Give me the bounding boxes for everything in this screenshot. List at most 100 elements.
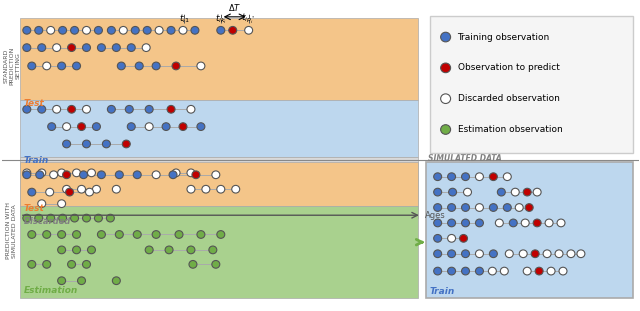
Circle shape	[23, 169, 31, 177]
Circle shape	[145, 246, 153, 254]
Text: $t_{ik_i}$: $t_{ik_i}$	[215, 12, 227, 26]
Circle shape	[189, 261, 197, 268]
Circle shape	[58, 231, 66, 238]
Circle shape	[28, 261, 36, 268]
Circle shape	[460, 234, 467, 242]
Circle shape	[95, 214, 102, 222]
Circle shape	[533, 188, 541, 196]
Circle shape	[72, 246, 81, 254]
Circle shape	[122, 140, 131, 148]
Circle shape	[476, 173, 483, 181]
Circle shape	[217, 26, 225, 34]
Circle shape	[35, 26, 43, 34]
Text: $\Delta T$: $\Delta T$	[228, 2, 241, 13]
Circle shape	[461, 267, 470, 275]
Circle shape	[152, 62, 160, 70]
Circle shape	[145, 123, 153, 131]
Circle shape	[521, 219, 529, 227]
Circle shape	[58, 200, 66, 207]
Circle shape	[23, 44, 31, 52]
Circle shape	[83, 105, 90, 113]
Circle shape	[434, 188, 442, 196]
Circle shape	[232, 185, 240, 193]
Circle shape	[531, 250, 539, 258]
Circle shape	[434, 173, 442, 181]
Circle shape	[106, 214, 115, 222]
Circle shape	[97, 171, 106, 179]
Circle shape	[490, 173, 497, 181]
Circle shape	[476, 267, 483, 275]
Circle shape	[543, 250, 551, 258]
Circle shape	[490, 204, 497, 211]
Circle shape	[45, 188, 54, 196]
Circle shape	[23, 214, 31, 222]
Circle shape	[244, 26, 253, 34]
Circle shape	[88, 169, 95, 177]
Bar	[20, 157, 418, 218]
Circle shape	[83, 44, 90, 52]
Circle shape	[113, 277, 120, 285]
Circle shape	[217, 185, 225, 193]
Circle shape	[23, 105, 31, 113]
Circle shape	[447, 219, 456, 227]
Circle shape	[35, 214, 43, 222]
Circle shape	[155, 26, 163, 34]
Circle shape	[83, 261, 90, 268]
Circle shape	[461, 219, 470, 227]
Circle shape	[92, 123, 100, 131]
Circle shape	[50, 171, 58, 179]
Circle shape	[77, 123, 86, 131]
Circle shape	[434, 219, 442, 227]
Bar	[426, 162, 633, 298]
Circle shape	[28, 62, 36, 70]
Text: Estimation: Estimation	[24, 286, 78, 295]
Circle shape	[503, 204, 511, 211]
Circle shape	[115, 171, 124, 179]
Text: $t_{i1}$: $t_{i1}$	[179, 12, 189, 25]
Circle shape	[23, 171, 31, 179]
Circle shape	[490, 250, 497, 258]
Circle shape	[72, 62, 81, 70]
Circle shape	[72, 169, 81, 177]
Text: PREDICTION WITH
SIMULATED DATA: PREDICTION WITH SIMULATED DATA	[6, 202, 17, 259]
Circle shape	[524, 267, 531, 275]
Circle shape	[38, 44, 45, 52]
Circle shape	[63, 140, 70, 148]
Circle shape	[463, 188, 472, 196]
Circle shape	[86, 188, 93, 196]
Circle shape	[447, 173, 456, 181]
Circle shape	[108, 105, 115, 113]
Circle shape	[187, 105, 195, 113]
Circle shape	[447, 267, 456, 275]
Circle shape	[434, 250, 442, 258]
Circle shape	[533, 219, 541, 227]
Circle shape	[555, 250, 563, 258]
Text: SIMULATED DATA: SIMULATED DATA	[428, 154, 502, 163]
Circle shape	[187, 169, 195, 177]
Circle shape	[23, 26, 31, 34]
Circle shape	[179, 26, 187, 34]
Circle shape	[441, 94, 451, 104]
Text: Train: Train	[429, 287, 455, 296]
Circle shape	[63, 185, 70, 193]
Circle shape	[197, 123, 205, 131]
Circle shape	[187, 246, 195, 254]
Circle shape	[441, 125, 451, 134]
Circle shape	[133, 231, 141, 238]
Circle shape	[212, 171, 220, 179]
Text: Train: Train	[24, 156, 49, 165]
Circle shape	[172, 62, 180, 70]
Circle shape	[449, 188, 456, 196]
Bar	[20, 206, 418, 298]
Circle shape	[38, 169, 45, 177]
Circle shape	[77, 185, 86, 193]
Circle shape	[165, 246, 173, 254]
Circle shape	[72, 231, 81, 238]
Circle shape	[535, 267, 543, 275]
Text: $t_{ip_i^*}$: $t_{ip_i^*}$	[241, 12, 256, 26]
Circle shape	[28, 231, 36, 238]
Circle shape	[162, 123, 170, 131]
Circle shape	[28, 188, 36, 196]
Circle shape	[175, 231, 183, 238]
Circle shape	[83, 26, 90, 34]
